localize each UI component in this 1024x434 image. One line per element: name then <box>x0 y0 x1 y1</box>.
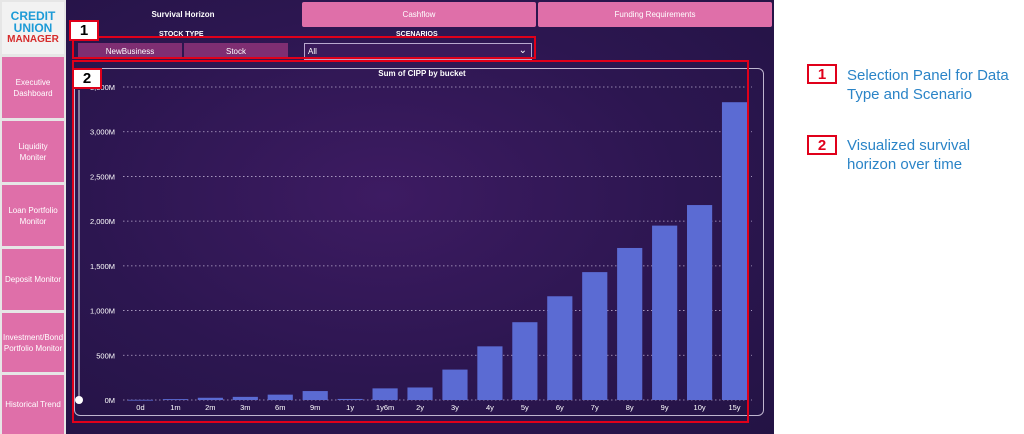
bar-15y[interactable] <box>721 102 748 401</box>
scenario-dropdown[interactable]: All ⌄ <box>304 43 532 60</box>
dashboard-canvas: Survival Horizon Cashflow Funding Requir… <box>66 0 774 434</box>
annotation-box-1 <box>72 36 536 59</box>
y-tick-label: 1,500M <box>90 262 115 271</box>
x-tick-label: 1m <box>170 403 180 412</box>
x-tick-label: 15y <box>728 403 740 412</box>
bar-3m[interactable] <box>232 396 258 400</box>
sidebar-item-investment-bond-portfolio-monitor[interactable]: Investment/Bond Portfolio Monitor <box>2 313 64 372</box>
y-tick-label: 500M <box>96 351 115 360</box>
tab-survival-horizon[interactable]: Survival Horizon <box>66 2 300 27</box>
annotation-box-2 <box>72 60 749 423</box>
axis-labels: 0M 500M 1,000M 1,500M 2,000M 2,500M 3,000M 3,50… <box>90 83 741 412</box>
x-tick-label: 9m <box>310 403 320 412</box>
bar-5y[interactable] <box>512 322 538 400</box>
x-tick-label: 3m <box>240 403 250 412</box>
scenario-selected-value: All <box>308 47 317 56</box>
bars <box>127 102 748 401</box>
x-tick-label: 8y <box>626 403 634 412</box>
bar-6y[interactable] <box>547 296 573 400</box>
tab-label: Survival Horizon <box>151 10 215 19</box>
annotation-badge-1: 1 <box>69 20 99 41</box>
logo-line-3: MANAGER <box>7 34 59 45</box>
annotation-badge-2: 2 <box>72 68 102 89</box>
bar-0d[interactable] <box>127 399 154 401</box>
legend-text-1: Selection Panel for Data Type and Scenar… <box>847 67 1009 103</box>
sidebar-item-deposit-monitor[interactable]: Deposit Monitor <box>2 249 64 310</box>
tab-label: Cashflow <box>402 10 436 19</box>
sidebar-item-label: Deposit Monitor <box>4 275 62 284</box>
sidebar-item-liquidity-moniter[interactable]: Liquidity Moniter <box>2 121 64 182</box>
bar-6m[interactable] <box>267 394 293 400</box>
sidebar-item-label: Investment/Bond Portfolio Monitor <box>2 332 64 353</box>
cipp-bar-chart: 0M 500M 1,000M 1,500M 2,000M 2,500M 3,000M 3,50… <box>75 83 752 412</box>
credit-union-manager-logo: CREDIT UNION MANAGER <box>2 2 64 54</box>
x-tick-label: 9y <box>661 403 669 412</box>
sidebar-item-label: Executive Dashboard <box>13 77 53 98</box>
stock-type-stock-button[interactable]: Stock <box>184 43 288 59</box>
legend-text-2: Visualized survival horizon over time <box>847 137 971 173</box>
logo-line-2: UNION <box>13 21 53 35</box>
gridlines <box>123 86 752 401</box>
sidebar-item-historical-trend[interactable]: Historical Trend <box>2 375 64 434</box>
x-tick-label: 5y <box>521 403 529 412</box>
sidebar-item-executive-dashboard[interactable]: Executive Dashboard <box>2 57 64 118</box>
bar-1m[interactable] <box>162 399 188 400</box>
y-tick-label: 3,000M <box>90 128 115 137</box>
x-tick-label: 2m <box>205 403 215 412</box>
bar-4y[interactable] <box>477 346 503 400</box>
sidebar-item-label: Liquidity Moniter <box>18 141 48 162</box>
bar-2y[interactable] <box>407 387 433 400</box>
bar-3y[interactable] <box>442 369 468 400</box>
chevron-down-icon: ⌄ <box>518 45 527 56</box>
x-tick-label: 6y <box>556 403 564 412</box>
stock-type-newbusiness-button[interactable]: NewBusiness <box>78 43 182 59</box>
x-tick-label: 10y <box>694 403 706 412</box>
chart-frame <box>74 68 764 416</box>
bar-10y[interactable] <box>687 205 713 400</box>
logo-line-1: CREDIT <box>10 9 56 23</box>
stock-type-heading: STOCK TYPE <box>159 31 204 38</box>
x-tick-label: 1y <box>346 403 354 412</box>
y-tick-label: 1,000M <box>90 307 115 316</box>
stock-type-option-label: Stock <box>225 46 246 56</box>
tab-cashflow[interactable]: Cashflow <box>302 2 536 27</box>
legend-badge-2: 2 <box>807 135 837 155</box>
bar-1y6m[interactable] <box>372 388 398 400</box>
bar-2m[interactable] <box>197 397 223 400</box>
tab-funding-requirements[interactable]: Funding Requirements <box>538 2 772 27</box>
x-tick-label: 4y <box>486 403 494 412</box>
x-tick-label: 1y6m <box>376 403 394 412</box>
bar-1y[interactable] <box>337 398 363 400</box>
sidebar: CREDIT UNION MANAGER Executive Dashboard… <box>0 0 66 434</box>
y-tick-label: 2,500M <box>90 172 115 181</box>
x-tick-label: 3y <box>451 403 459 412</box>
legend-badge-1: 1 <box>807 64 837 84</box>
bar-7y[interactable] <box>582 272 608 400</box>
bar-8y[interactable] <box>617 247 643 400</box>
x-tick-label: 6m <box>275 403 285 412</box>
y-tick-label: 0M <box>105 396 115 405</box>
y-tick-label: 3,500M <box>90 83 115 92</box>
sidebar-item-label: Loan Portfolio Monitor <box>8 205 58 226</box>
stock-type-option-label: NewBusiness <box>105 46 155 56</box>
bar-9m[interactable] <box>302 391 328 400</box>
chart-title: Sum of CIPP by bucket <box>378 69 466 78</box>
scenarios-heading: SCENARIOS <box>396 31 438 38</box>
bar-9y[interactable] <box>652 225 678 400</box>
x-tick-label: 0d <box>136 403 144 412</box>
y-tick-label: 2,000M <box>90 217 115 226</box>
sidebar-item-loan-portfolio-monitor[interactable]: Loan Portfolio Monitor <box>2 185 64 246</box>
chart-scrollbar-handle[interactable] <box>75 396 83 404</box>
x-tick-label: 2y <box>416 403 424 412</box>
tab-label: Funding Requirements <box>614 10 696 19</box>
sidebar-item-label: Historical Trend <box>5 400 61 409</box>
x-tick-label: 7y <box>591 403 599 412</box>
